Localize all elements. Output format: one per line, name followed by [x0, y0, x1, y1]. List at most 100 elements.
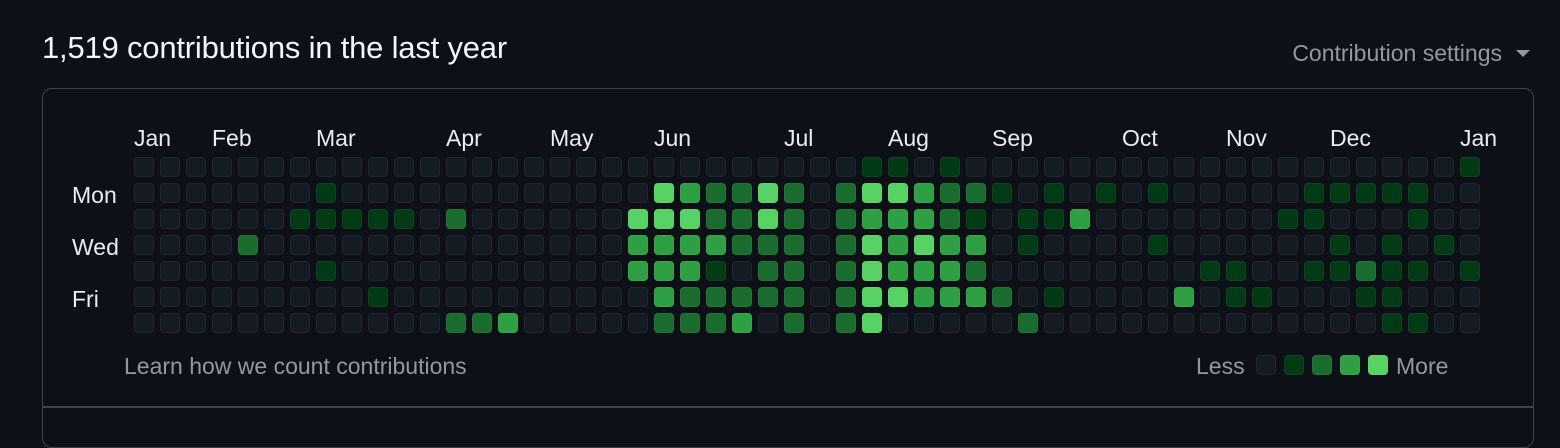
contribution-day-cell[interactable] [602, 209, 622, 229]
contribution-day-cell[interactable] [1226, 235, 1246, 255]
contribution-day-cell[interactable] [654, 287, 674, 307]
contribution-day-cell[interactable] [264, 183, 284, 203]
contribution-day-cell[interactable] [212, 261, 232, 281]
contribution-day-cell[interactable] [1200, 313, 1220, 333]
contribution-day-cell[interactable] [394, 313, 414, 333]
contribution-day-cell[interactable] [706, 313, 726, 333]
contribution-day-cell[interactable] [1044, 261, 1064, 281]
contribution-day-cell[interactable] [1252, 261, 1272, 281]
contribution-day-cell[interactable] [316, 157, 336, 177]
contribution-day-cell[interactable] [1226, 261, 1246, 281]
contribution-day-cell[interactable] [1356, 157, 1376, 177]
contribution-day-cell[interactable] [992, 261, 1012, 281]
contribution-day-cell[interactable] [1096, 261, 1116, 281]
contribution-day-cell[interactable] [784, 183, 804, 203]
contribution-day-cell[interactable] [966, 313, 986, 333]
contribution-day-cell[interactable] [524, 209, 544, 229]
contribution-day-cell[interactable] [966, 157, 986, 177]
contribution-day-cell[interactable] [576, 287, 596, 307]
contribution-day-cell[interactable] [680, 261, 700, 281]
contribution-day-cell[interactable] [1460, 313, 1480, 333]
contribution-day-cell[interactable] [342, 261, 362, 281]
contribution-day-cell[interactable] [212, 183, 232, 203]
contribution-day-cell[interactable] [394, 183, 414, 203]
contribution-day-cell[interactable] [914, 287, 934, 307]
contribution-day-cell[interactable] [446, 287, 466, 307]
contribution-day-cell[interactable] [1408, 183, 1428, 203]
contribution-day-cell[interactable] [1018, 287, 1038, 307]
contribution-day-cell[interactable] [628, 313, 648, 333]
contribution-day-cell[interactable] [1044, 209, 1064, 229]
contribution-day-cell[interactable] [290, 261, 310, 281]
contribution-day-cell[interactable] [966, 183, 986, 203]
contribution-day-cell[interactable] [1174, 157, 1194, 177]
contribution-day-cell[interactable] [264, 209, 284, 229]
contribution-day-cell[interactable] [680, 157, 700, 177]
contribution-day-cell[interactable] [238, 313, 258, 333]
contribution-day-cell[interactable] [316, 209, 336, 229]
contribution-day-cell[interactable] [316, 183, 336, 203]
contribution-day-cell[interactable] [706, 209, 726, 229]
contribution-day-cell[interactable] [186, 183, 206, 203]
contribution-day-cell[interactable] [134, 287, 154, 307]
contribution-day-cell[interactable] [1304, 261, 1324, 281]
contribution-day-cell[interactable] [160, 313, 180, 333]
contribution-day-cell[interactable] [992, 183, 1012, 203]
contribution-day-cell[interactable] [1460, 287, 1480, 307]
contribution-day-cell[interactable] [940, 261, 960, 281]
contribution-day-cell[interactable] [1070, 261, 1090, 281]
contribution-day-cell[interactable] [992, 235, 1012, 255]
contribution-day-cell[interactable] [524, 313, 544, 333]
contribution-day-cell[interactable] [368, 261, 388, 281]
contribution-day-cell[interactable] [784, 261, 804, 281]
contribution-day-cell[interactable] [706, 157, 726, 177]
contribution-day-cell[interactable] [498, 157, 518, 177]
contribution-day-cell[interactable] [524, 183, 544, 203]
contribution-day-cell[interactable] [810, 287, 830, 307]
contribution-day-cell[interactable] [368, 157, 388, 177]
contribution-day-cell[interactable] [420, 209, 440, 229]
contribution-day-cell[interactable] [914, 157, 934, 177]
contribution-day-cell[interactable] [134, 157, 154, 177]
contribution-day-cell[interactable] [1382, 157, 1402, 177]
contribution-day-cell[interactable] [290, 183, 310, 203]
contribution-day-cell[interactable] [290, 235, 310, 255]
contribution-day-cell[interactable] [654, 183, 674, 203]
contribution-day-cell[interactable] [628, 261, 648, 281]
contribution-day-cell[interactable] [1018, 209, 1038, 229]
contribution-day-cell[interactable] [1330, 235, 1350, 255]
contribution-day-cell[interactable] [1434, 261, 1454, 281]
contribution-day-cell[interactable] [1044, 313, 1064, 333]
contribution-day-cell[interactable] [1200, 235, 1220, 255]
contribution-day-cell[interactable] [862, 183, 882, 203]
contribution-day-cell[interactable] [238, 183, 258, 203]
contribution-day-cell[interactable] [316, 261, 336, 281]
contribution-day-cell[interactable] [1148, 313, 1168, 333]
contribution-day-cell[interactable] [420, 235, 440, 255]
contribution-day-cell[interactable] [498, 209, 518, 229]
contribution-day-cell[interactable] [212, 287, 232, 307]
contribution-day-cell[interactable] [186, 261, 206, 281]
contribution-day-cell[interactable] [914, 209, 934, 229]
contribution-day-cell[interactable] [1252, 157, 1272, 177]
contribution-day-cell[interactable] [550, 183, 570, 203]
contribution-day-cell[interactable] [160, 209, 180, 229]
contribution-day-cell[interactable] [368, 287, 388, 307]
contribution-day-cell[interactable] [706, 183, 726, 203]
contribution-day-cell[interactable] [1304, 313, 1324, 333]
contribution-day-cell[interactable] [1018, 313, 1038, 333]
contribution-day-cell[interactable] [966, 287, 986, 307]
contribution-day-cell[interactable] [1148, 209, 1168, 229]
contribution-day-cell[interactable] [472, 313, 492, 333]
contribution-day-cell[interactable] [758, 209, 778, 229]
contribution-day-cell[interactable] [316, 287, 336, 307]
contribution-day-cell[interactable] [1018, 235, 1038, 255]
contribution-day-cell[interactable] [1096, 183, 1116, 203]
contribution-day-cell[interactable] [1200, 209, 1220, 229]
contribution-day-cell[interactable] [1044, 157, 1064, 177]
contribution-day-cell[interactable] [784, 157, 804, 177]
contribution-day-cell[interactable] [732, 287, 752, 307]
contribution-day-cell[interactable] [1356, 209, 1376, 229]
contribution-day-cell[interactable] [758, 157, 778, 177]
contribution-day-cell[interactable] [342, 287, 362, 307]
